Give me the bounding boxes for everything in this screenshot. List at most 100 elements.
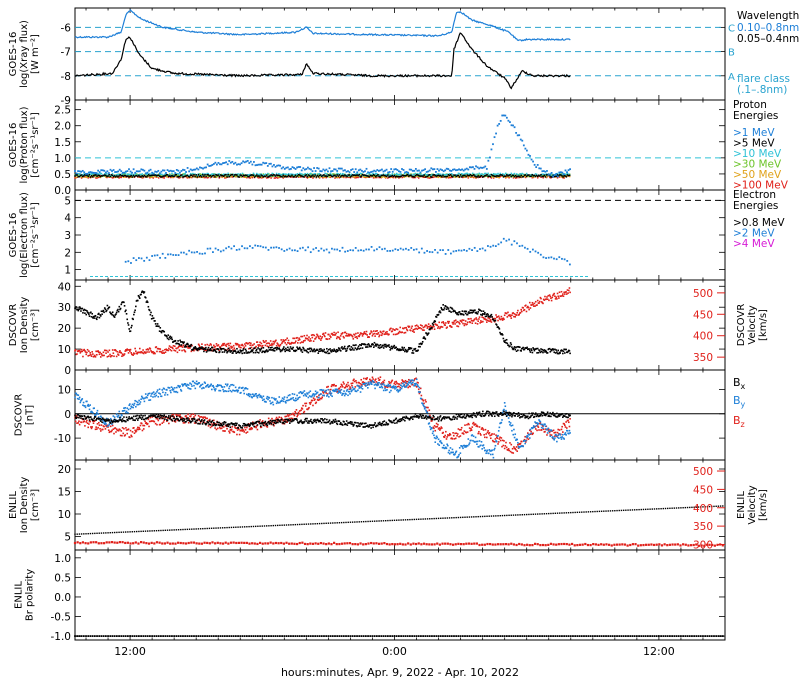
- density-series-point: [537, 348, 539, 350]
- proton-series-0-point: [410, 169, 412, 171]
- proton-series-0-point: [418, 170, 420, 172]
- velocity-series-point: [495, 314, 497, 316]
- velocity-series-point: [461, 321, 463, 323]
- electron-series-point: [363, 250, 365, 252]
- electron-series-point: [397, 249, 399, 251]
- proton-series-0-point: [335, 169, 337, 171]
- velocity-series-point: [565, 291, 567, 293]
- electron-series-point: [543, 256, 545, 258]
- proton-series-0-point: [110, 169, 112, 171]
- velocity-series-point: [218, 344, 220, 346]
- density-series-point: [393, 345, 395, 347]
- electron-series-point: [355, 247, 357, 249]
- density-series-point: [466, 311, 468, 313]
- proton-series-1-point: [194, 176, 196, 178]
- proton-series-0-point: [545, 171, 547, 173]
- electron-series-point: [400, 248, 402, 250]
- density-series-point: [232, 352, 234, 354]
- velocity-series-point: [438, 322, 440, 324]
- velocity-series-point: [306, 335, 308, 337]
- proton-series-0-point: [353, 171, 355, 173]
- electron-series-point: [326, 249, 328, 251]
- density-series-point: [563, 350, 565, 352]
- bz-series-point: [229, 432, 231, 434]
- electron-series-point: [424, 252, 426, 254]
- bz-series-point: [113, 433, 115, 435]
- electron-series-point: [431, 251, 433, 253]
- bz-series-point: [209, 419, 211, 421]
- proton-series-0-point: [251, 164, 253, 166]
- bz-series-point: [188, 422, 190, 424]
- proton-series-5-point: [418, 177, 420, 179]
- electron-series-point: [519, 245, 521, 247]
- proton-series-0-point: [494, 136, 496, 138]
- proton-series-0-point: [282, 166, 284, 168]
- proton-series-0-point: [497, 125, 499, 127]
- proton-series-0-point: [108, 172, 110, 174]
- density-series-point: [120, 308, 122, 310]
- proton-series-1-point: [179, 176, 181, 178]
- density-series-point: [112, 311, 114, 313]
- bz-series-point: [179, 414, 181, 416]
- proton-series-0-point: [267, 165, 269, 167]
- proton-series-0-point: [279, 165, 281, 167]
- density-series-point: [118, 311, 120, 313]
- proton-series-0-point: [216, 164, 218, 166]
- density-series-point: [128, 324, 130, 326]
- proton-series-1-point: [219, 176, 221, 178]
- proton-series-0-point: [332, 170, 334, 172]
- proton-series-0-point: [329, 167, 331, 169]
- velocity-series-point: [528, 307, 530, 309]
- proton-series-1-point: [386, 176, 388, 178]
- bz-series-point: [226, 428, 228, 430]
- proton-series-0-point: [464, 169, 466, 171]
- electron-series-point: [217, 249, 219, 251]
- density-series-point: [133, 314, 135, 316]
- bz-series-point: [132, 431, 134, 433]
- density-series-point: [360, 344, 362, 346]
- velocity-series-point: [148, 351, 150, 353]
- proton-series-1-point: [526, 176, 528, 178]
- electron-series-point: [257, 245, 259, 247]
- proton-series-0-point: [293, 167, 295, 169]
- velocity-series-point: [352, 336, 354, 338]
- density-series-point: [487, 314, 489, 316]
- velocity-series-point: [269, 343, 271, 345]
- proton-series-0-point: [196, 168, 198, 170]
- velocity-series-point: [275, 340, 277, 342]
- bz-series-point: [120, 430, 122, 432]
- density-series-point: [388, 344, 390, 346]
- density-series-point: [187, 344, 189, 346]
- velocity-series-point: [185, 351, 187, 353]
- velocity-series-point: [376, 330, 378, 332]
- density-series: [74, 290, 571, 354]
- proton-series-0-point: [227, 163, 229, 165]
- proton-series-0-point: [558, 172, 560, 174]
- proton-series-0-point: [444, 169, 446, 171]
- velocity-series-point: [171, 350, 173, 352]
- proton-series-0-point: [460, 169, 462, 171]
- density-series-point: [499, 328, 501, 330]
- proton-series-0-point: [156, 171, 158, 173]
- proton-series-0-point: [463, 170, 465, 172]
- density-series-point: [323, 349, 325, 351]
- proton-series-1-point: [89, 174, 91, 176]
- velocity-series-point: [85, 354, 87, 356]
- density-series-point: [171, 339, 173, 341]
- electron-series-point: [455, 250, 457, 252]
- proton-series-0-point: [270, 163, 272, 165]
- electron-series-point: [479, 248, 481, 250]
- density-series-point: [496, 324, 498, 326]
- proton-series-0-point: [370, 171, 372, 173]
- proton-series-1-point: [238, 176, 240, 178]
- electron-series-point: [442, 249, 444, 251]
- density-series-point: [556, 351, 558, 353]
- density-series-point: [340, 350, 342, 352]
- velocity-series-point: [413, 331, 415, 333]
- density-series-point: [327, 351, 329, 353]
- velocity-series-point: [239, 344, 241, 346]
- density-series-point: [510, 342, 512, 344]
- velocity-series-point: [386, 331, 388, 333]
- proton-series-0-point: [148, 170, 150, 172]
- electron-series-point: [437, 252, 439, 254]
